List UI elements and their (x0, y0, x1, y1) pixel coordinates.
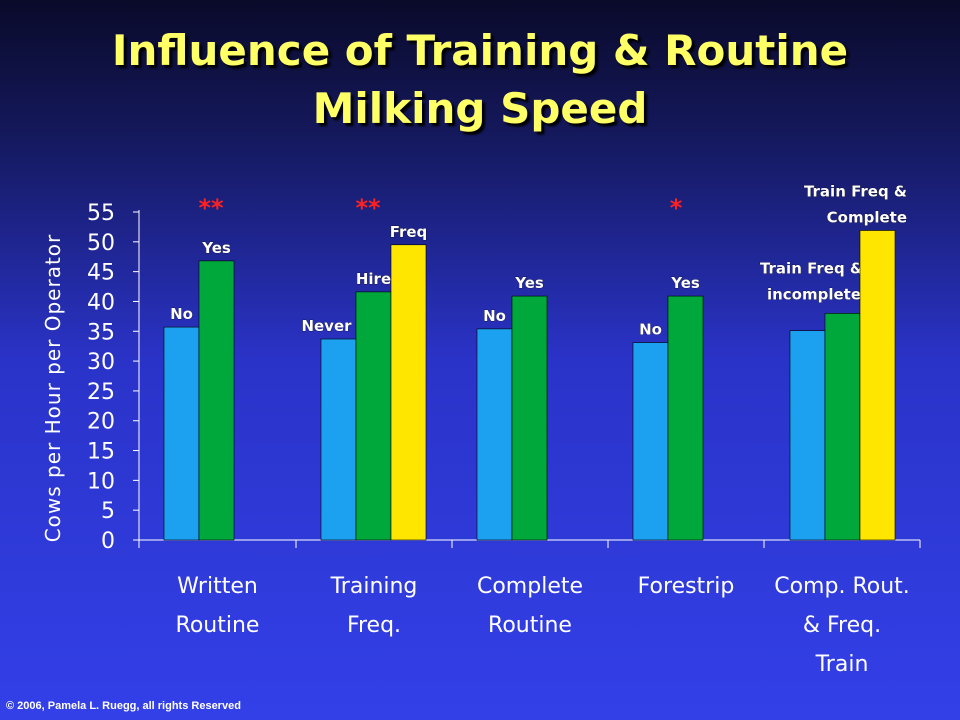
bar-label: No (483, 307, 506, 325)
bar (163, 326, 200, 541)
x-category-label: Forestrip (638, 574, 735, 599)
bar (390, 244, 427, 541)
bar-label: Freq (390, 223, 428, 241)
bar (824, 313, 861, 541)
bar-label: incomplete (767, 285, 861, 303)
y-tick-label: 40 (87, 290, 115, 315)
bar (476, 328, 513, 541)
bar-label: Yes (514, 274, 544, 292)
y-tick-label: 15 (87, 440, 115, 465)
significance-marker: ** (198, 194, 224, 222)
bar-label: Yes (201, 239, 231, 257)
bar-label: Train Freq & (804, 182, 907, 200)
bar (667, 295, 704, 541)
bar-label: Train Freq & (760, 259, 863, 277)
y-tick-label: 30 (87, 350, 115, 375)
x-category-label: Written (177, 574, 258, 599)
significance-marker: * (670, 194, 683, 222)
y-tick-label: 45 (87, 261, 115, 286)
x-category-label: Complete (477, 574, 583, 599)
bar (789, 330, 826, 541)
y-tick-label: 50 (87, 231, 115, 256)
bar-label: Yes (670, 274, 700, 292)
y-tick-label: 55 (87, 201, 115, 226)
bar-label: Never (301, 317, 352, 335)
x-category-label: & Freq. (803, 613, 881, 638)
x-category-label: Comp. Rout. (774, 574, 910, 599)
y-tick-label: 5 (101, 499, 115, 524)
bar (859, 230, 896, 541)
bar (355, 291, 392, 541)
x-category-label: Freq. (347, 613, 401, 638)
bar (632, 342, 669, 541)
y-tick-label: 0 (101, 529, 115, 554)
bar (198, 260, 235, 541)
y-tick-label: 35 (87, 320, 115, 345)
x-category-label: Train (815, 652, 869, 677)
slide-title: Influence of Training & Routine Milking … (0, 22, 960, 138)
y-tick-label: 25 (87, 380, 115, 405)
significance-marker: ** (355, 194, 381, 222)
x-category-label: Routine (176, 613, 260, 638)
slide-title-line2: Milking Speed (312, 84, 648, 133)
x-category-label: Routine (488, 613, 572, 638)
x-category-label: Training (330, 574, 418, 599)
bar (511, 295, 548, 541)
bar (320, 338, 357, 541)
y-tick-label: 20 (87, 410, 115, 435)
bar-label: No (170, 305, 193, 323)
slide-title-line1: Influence of Training & Routine (111, 26, 849, 75)
bar-label: Hire (356, 270, 391, 288)
bar-label: No (639, 321, 662, 339)
bar-label: Complete (827, 208, 907, 226)
y-tick-label: 10 (87, 469, 115, 494)
copyright-notice: © 2006, Pamela L. Ruegg, all rights Rese… (6, 700, 241, 712)
